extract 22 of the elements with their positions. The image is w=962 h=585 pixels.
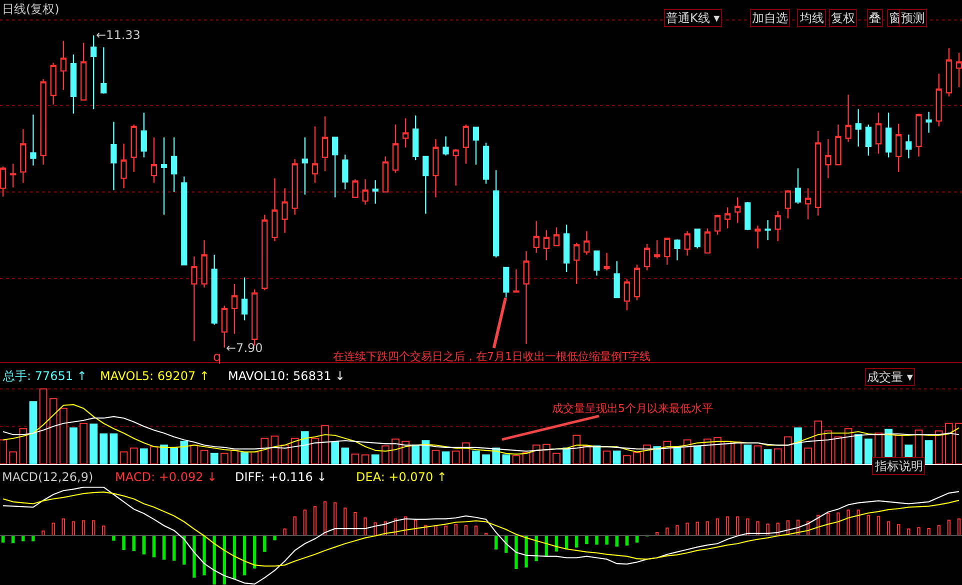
text: MAVOL10: 56831 ↓ [228, 369, 346, 383]
annotation: 预测 [901, 11, 925, 25]
annotation: ←11.33 [96, 28, 140, 42]
text: 成交量 ▾ [867, 370, 913, 384]
series-label: 总手: 77651 ↑ [2, 369, 87, 383]
annotation: ←7.90 [226, 341, 263, 355]
annotation: 在连续下跌四个交易日之后，在7月1日收出一根低位缩量倒T字线 [333, 350, 651, 363]
text: DIFF: +0.116 ↓ [235, 470, 327, 484]
annotation: q [213, 350, 222, 365]
annotation: 成交量呈现出5个月以来最低水平 [552, 402, 713, 415]
annotation: 均线 [799, 11, 824, 25]
annotation: 复权 [831, 11, 855, 25]
text: MACD: +0.092 ↓ [115, 470, 218, 484]
annotation: 普通K线 ▾ [666, 11, 720, 25]
annotation: 加自选 [752, 11, 788, 25]
annotation: 指标说明 [874, 459, 923, 473]
chart-title: 日线(复权) [2, 2, 60, 16]
chart-title: MACD(12,26,9) [2, 470, 94, 484]
annotation: 叠 [869, 11, 881, 25]
annotation: 窗 [889, 11, 901, 25]
text: DEA: +0.070 ↑ [356, 470, 447, 484]
text: MAVOL5: 69207 ↑ [100, 369, 210, 383]
